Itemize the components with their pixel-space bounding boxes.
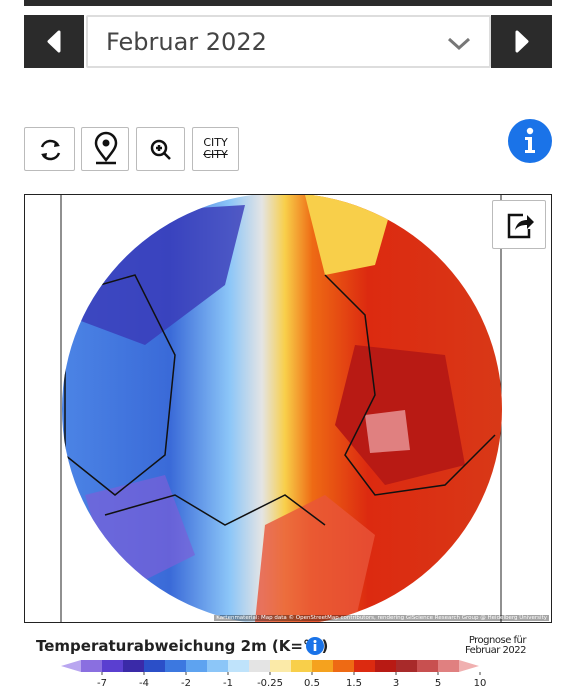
forecast-line: Prognose für xyxy=(468,635,527,646)
location-button[interactable] xyxy=(81,127,129,171)
top-bar xyxy=(24,0,552,6)
map-frame: Kartenmaterial: Map data © OpenStreetMap… xyxy=(24,194,552,623)
refresh-button[interactable] xyxy=(24,127,75,171)
zoom-button[interactable] xyxy=(136,127,185,171)
dropdown-icon xyxy=(447,37,471,51)
city-label: CITY xyxy=(203,136,228,149)
colorbar-label: -4 xyxy=(139,678,149,689)
colorbar-segment xyxy=(417,660,438,672)
colorbar-segment xyxy=(207,660,228,672)
colorbar-segment xyxy=(375,660,396,672)
colorbar-segment xyxy=(291,660,312,672)
month-select[interactable]: Februar 2022 xyxy=(86,15,491,68)
colorbar-segment xyxy=(333,660,354,672)
colorbar-segment xyxy=(144,660,165,672)
colorbar-label: 5 xyxy=(435,678,441,689)
colorbar-label: -2 xyxy=(181,678,191,689)
share-icon xyxy=(507,213,534,239)
colorbar-segment xyxy=(312,660,333,672)
colorbar-segment xyxy=(81,660,102,672)
refresh-icon xyxy=(40,139,61,161)
map xyxy=(60,195,502,622)
colorbar-label: 10 xyxy=(474,678,487,689)
colorbar-segment xyxy=(123,660,144,672)
forecast-line: Februar 2022 xyxy=(464,645,527,656)
forecast-note: Prognose für Februar 2022 xyxy=(440,635,527,656)
colorbar-label: 0.5 xyxy=(304,678,320,689)
info-button[interactable] xyxy=(507,118,553,164)
colorbar-segment xyxy=(354,660,375,672)
colorbar-segment xyxy=(249,660,270,672)
next-icon xyxy=(515,30,529,53)
colorbar-segment xyxy=(165,660,186,672)
zoom-icon xyxy=(150,139,171,160)
colorbar: -7 -4 -2 -1 -0.25 0.5 1.5 3 5 10 xyxy=(61,660,487,689)
colorbar-label: -0.25 xyxy=(257,678,283,689)
colorbar-label: 3 xyxy=(393,678,399,689)
colorbar-segment xyxy=(396,660,417,672)
colorbar-segment xyxy=(438,660,459,672)
colorbar-label: -1 xyxy=(223,678,233,689)
colorbar-label: -7 xyxy=(97,678,107,689)
legend-info[interactable] xyxy=(305,636,325,656)
city-button[interactable]: CITY CITY xyxy=(192,127,239,171)
colorbar-cap xyxy=(459,660,479,672)
colorbar-segment xyxy=(186,660,207,672)
colorbar-segment xyxy=(102,660,123,672)
legend-title: Temperaturabweichung 2m (K=°C) xyxy=(36,637,329,655)
prev-month[interactable] xyxy=(24,15,84,68)
share-button[interactable] xyxy=(492,200,546,249)
colorbar-cap xyxy=(61,660,81,672)
colorbar-segment xyxy=(228,660,249,672)
colorbar-segment xyxy=(270,660,291,672)
colorbar-label: 1.5 xyxy=(346,678,362,689)
city-label-off: CITY xyxy=(203,148,228,161)
month-value: Februar 2022 xyxy=(106,28,267,56)
prev-icon xyxy=(47,30,61,53)
next-month[interactable] xyxy=(491,15,552,68)
location-icon xyxy=(94,131,118,165)
map-attribution: Kartenmaterial: Map data © OpenStreetMap… xyxy=(214,615,549,621)
